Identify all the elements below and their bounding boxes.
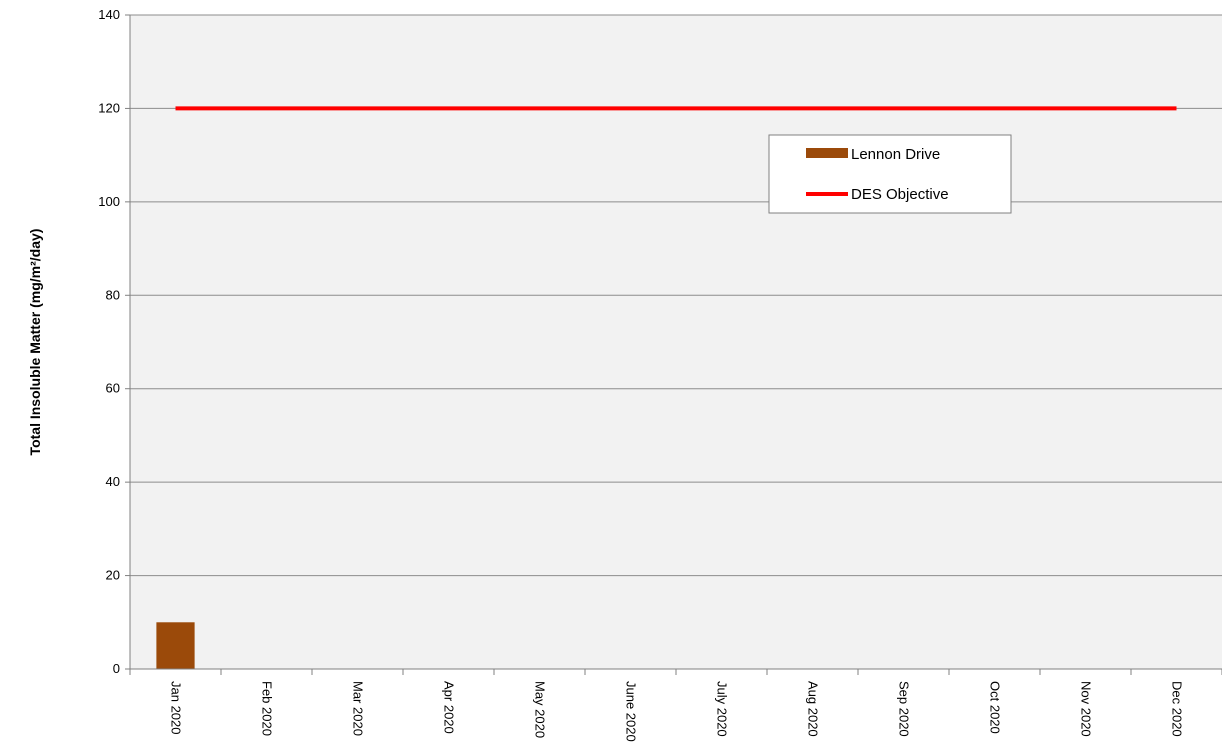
x-tick-label: Apr 2020 bbox=[442, 681, 457, 734]
x-tick-label: Oct 2020 bbox=[988, 681, 1003, 734]
plot-area bbox=[130, 15, 1222, 669]
legend-label-des-objective: DES Objective bbox=[851, 186, 949, 203]
x-tick-label: July 2020 bbox=[715, 681, 730, 737]
y-tick-label: 40 bbox=[106, 474, 120, 489]
x-tick-label: Dec 2020 bbox=[1170, 681, 1185, 737]
x-tick-label: Nov 2020 bbox=[1079, 681, 1094, 737]
y-tick-label: 0 bbox=[113, 661, 120, 676]
y-tick-label: 80 bbox=[106, 287, 120, 302]
legend: Lennon Drive DES Objective bbox=[768, 134, 1012, 214]
bar-series bbox=[156, 622, 195, 669]
x-tick-label: Feb 2020 bbox=[260, 681, 275, 736]
x-tick-label: Jan 2020 bbox=[169, 681, 184, 735]
y-tick-label: 20 bbox=[106, 568, 120, 583]
legend-label-lennon-drive: Lennon Drive bbox=[851, 146, 940, 163]
bar bbox=[156, 622, 195, 669]
x-tick-label: June 2020 bbox=[624, 681, 639, 742]
y-tick-label: 100 bbox=[98, 194, 120, 209]
x-tick-label: Sep 2020 bbox=[897, 681, 912, 737]
y-axis-ticks: 0 20 40 60 80 100 120 140 bbox=[98, 7, 130, 676]
x-axis-ticks: Jan 2020 Feb 2020 Mar 2020 Apr 2020 May 2020… bbox=[129, 669, 1222, 742]
y-tick-label: 60 bbox=[106, 381, 120, 396]
x-tick-label: Mar 2020 bbox=[351, 681, 366, 736]
legend-swatch-lennon-drive bbox=[806, 148, 848, 158]
y-tick-label: 120 bbox=[98, 100, 120, 115]
x-tick-label: May 2020 bbox=[533, 681, 548, 738]
y-axis-title: Total Insoluble Matter (mg/m²/day) bbox=[27, 229, 43, 456]
y-tick-label: 140 bbox=[98, 7, 120, 22]
x-tick-label: Aug 2020 bbox=[806, 681, 821, 737]
